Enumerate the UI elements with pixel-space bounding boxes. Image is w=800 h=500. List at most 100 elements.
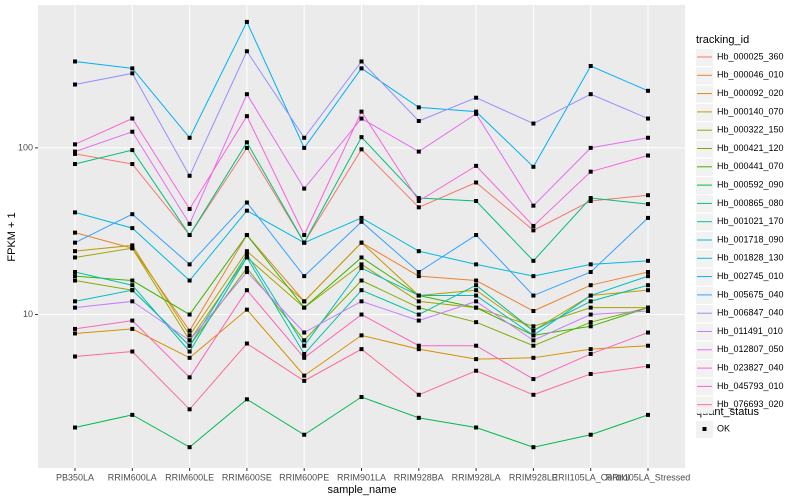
data-point bbox=[588, 312, 593, 317]
data-point bbox=[187, 278, 192, 283]
data-point bbox=[531, 228, 536, 233]
data-point bbox=[73, 151, 77, 156]
data-point bbox=[588, 169, 593, 174]
data-point bbox=[416, 274, 421, 279]
data-point bbox=[244, 92, 249, 97]
data-point bbox=[646, 283, 650, 288]
x-tick-label: RRIM901LA bbox=[337, 472, 386, 482]
data-point bbox=[187, 338, 192, 343]
data-point bbox=[646, 202, 650, 207]
data-point bbox=[416, 196, 421, 201]
data-point bbox=[646, 135, 650, 140]
data-point bbox=[73, 59, 77, 64]
data-point bbox=[646, 412, 650, 417]
data-point bbox=[646, 116, 650, 121]
data-point bbox=[531, 328, 536, 333]
data-point bbox=[359, 59, 364, 64]
data-point bbox=[416, 149, 421, 154]
data-point bbox=[531, 445, 536, 450]
data-point bbox=[244, 397, 249, 402]
data-point bbox=[588, 199, 593, 204]
data-point bbox=[187, 328, 192, 333]
data-point bbox=[302, 274, 307, 279]
data-point bbox=[474, 320, 479, 325]
data-point bbox=[130, 71, 135, 76]
data-point bbox=[474, 299, 479, 304]
data-point bbox=[588, 196, 593, 201]
data-point bbox=[187, 206, 192, 211]
data-point bbox=[531, 309, 536, 314]
data-point bbox=[474, 357, 479, 362]
data-point bbox=[474, 199, 479, 204]
data-point bbox=[244, 249, 249, 254]
data-point bbox=[416, 249, 421, 254]
data-point bbox=[646, 288, 650, 293]
shape-legend-key bbox=[702, 427, 707, 431]
data-point bbox=[187, 349, 192, 354]
data-point bbox=[531, 223, 536, 228]
legend-label: Hb_000092_020 bbox=[717, 88, 784, 98]
data-point bbox=[73, 162, 77, 167]
data-point bbox=[302, 240, 307, 245]
legend-label: Hb_001021_170 bbox=[717, 216, 784, 226]
legend-label: Hb_012807_050 bbox=[717, 344, 784, 354]
data-point bbox=[302, 145, 307, 150]
legend-label: Hb_001718_090 bbox=[717, 234, 784, 244]
data-point bbox=[588, 63, 593, 68]
data-point bbox=[130, 243, 135, 248]
data-point bbox=[244, 288, 249, 293]
data-point bbox=[244, 140, 249, 145]
data-point bbox=[130, 412, 135, 417]
data-point bbox=[416, 118, 421, 123]
data-point bbox=[531, 343, 536, 348]
data-point bbox=[359, 219, 364, 224]
data-point bbox=[73, 149, 77, 154]
data-point bbox=[244, 255, 249, 260]
data-point bbox=[646, 364, 650, 369]
data-point bbox=[73, 230, 77, 235]
data-point bbox=[588, 283, 593, 288]
data-point bbox=[359, 312, 364, 317]
data-point bbox=[73, 305, 77, 310]
legend-label: Hb_011491_010 bbox=[717, 326, 783, 336]
data-point bbox=[302, 378, 307, 383]
data-point bbox=[302, 432, 307, 437]
data-point bbox=[187, 221, 192, 226]
data-point bbox=[130, 246, 135, 251]
data-point bbox=[588, 92, 593, 97]
data-point bbox=[646, 193, 650, 198]
x-tick-label: RRIM600LA bbox=[108, 472, 157, 482]
data-point bbox=[244, 145, 249, 150]
data-point bbox=[187, 343, 192, 348]
data-point bbox=[359, 299, 364, 304]
data-point bbox=[244, 307, 249, 312]
data-point bbox=[244, 269, 249, 274]
data-point bbox=[73, 354, 77, 359]
legend-label: Hb_000441_070 bbox=[717, 161, 784, 171]
data-point bbox=[531, 274, 536, 279]
data-point bbox=[531, 355, 536, 360]
y-axis-label: FPKM + 1 bbox=[6, 212, 18, 261]
data-point bbox=[531, 333, 536, 338]
data-point bbox=[187, 312, 192, 317]
data-point bbox=[302, 355, 307, 360]
data-point bbox=[73, 331, 77, 336]
data-point bbox=[130, 226, 135, 231]
data-point bbox=[302, 299, 307, 304]
data-point bbox=[474, 368, 479, 373]
data-point bbox=[416, 105, 421, 110]
data-point bbox=[130, 212, 135, 217]
legend-label: Hb_005675_040 bbox=[717, 289, 784, 299]
data-point bbox=[187, 135, 192, 140]
data-point bbox=[474, 288, 479, 293]
data-point bbox=[646, 258, 650, 263]
data-point bbox=[187, 333, 192, 338]
data-point bbox=[302, 186, 307, 191]
data-point bbox=[531, 293, 536, 298]
data-point bbox=[302, 135, 307, 140]
y-tick-label: 100 bbox=[18, 142, 33, 152]
data-point bbox=[359, 255, 364, 260]
data-point bbox=[416, 299, 421, 304]
data-point bbox=[531, 392, 536, 397]
